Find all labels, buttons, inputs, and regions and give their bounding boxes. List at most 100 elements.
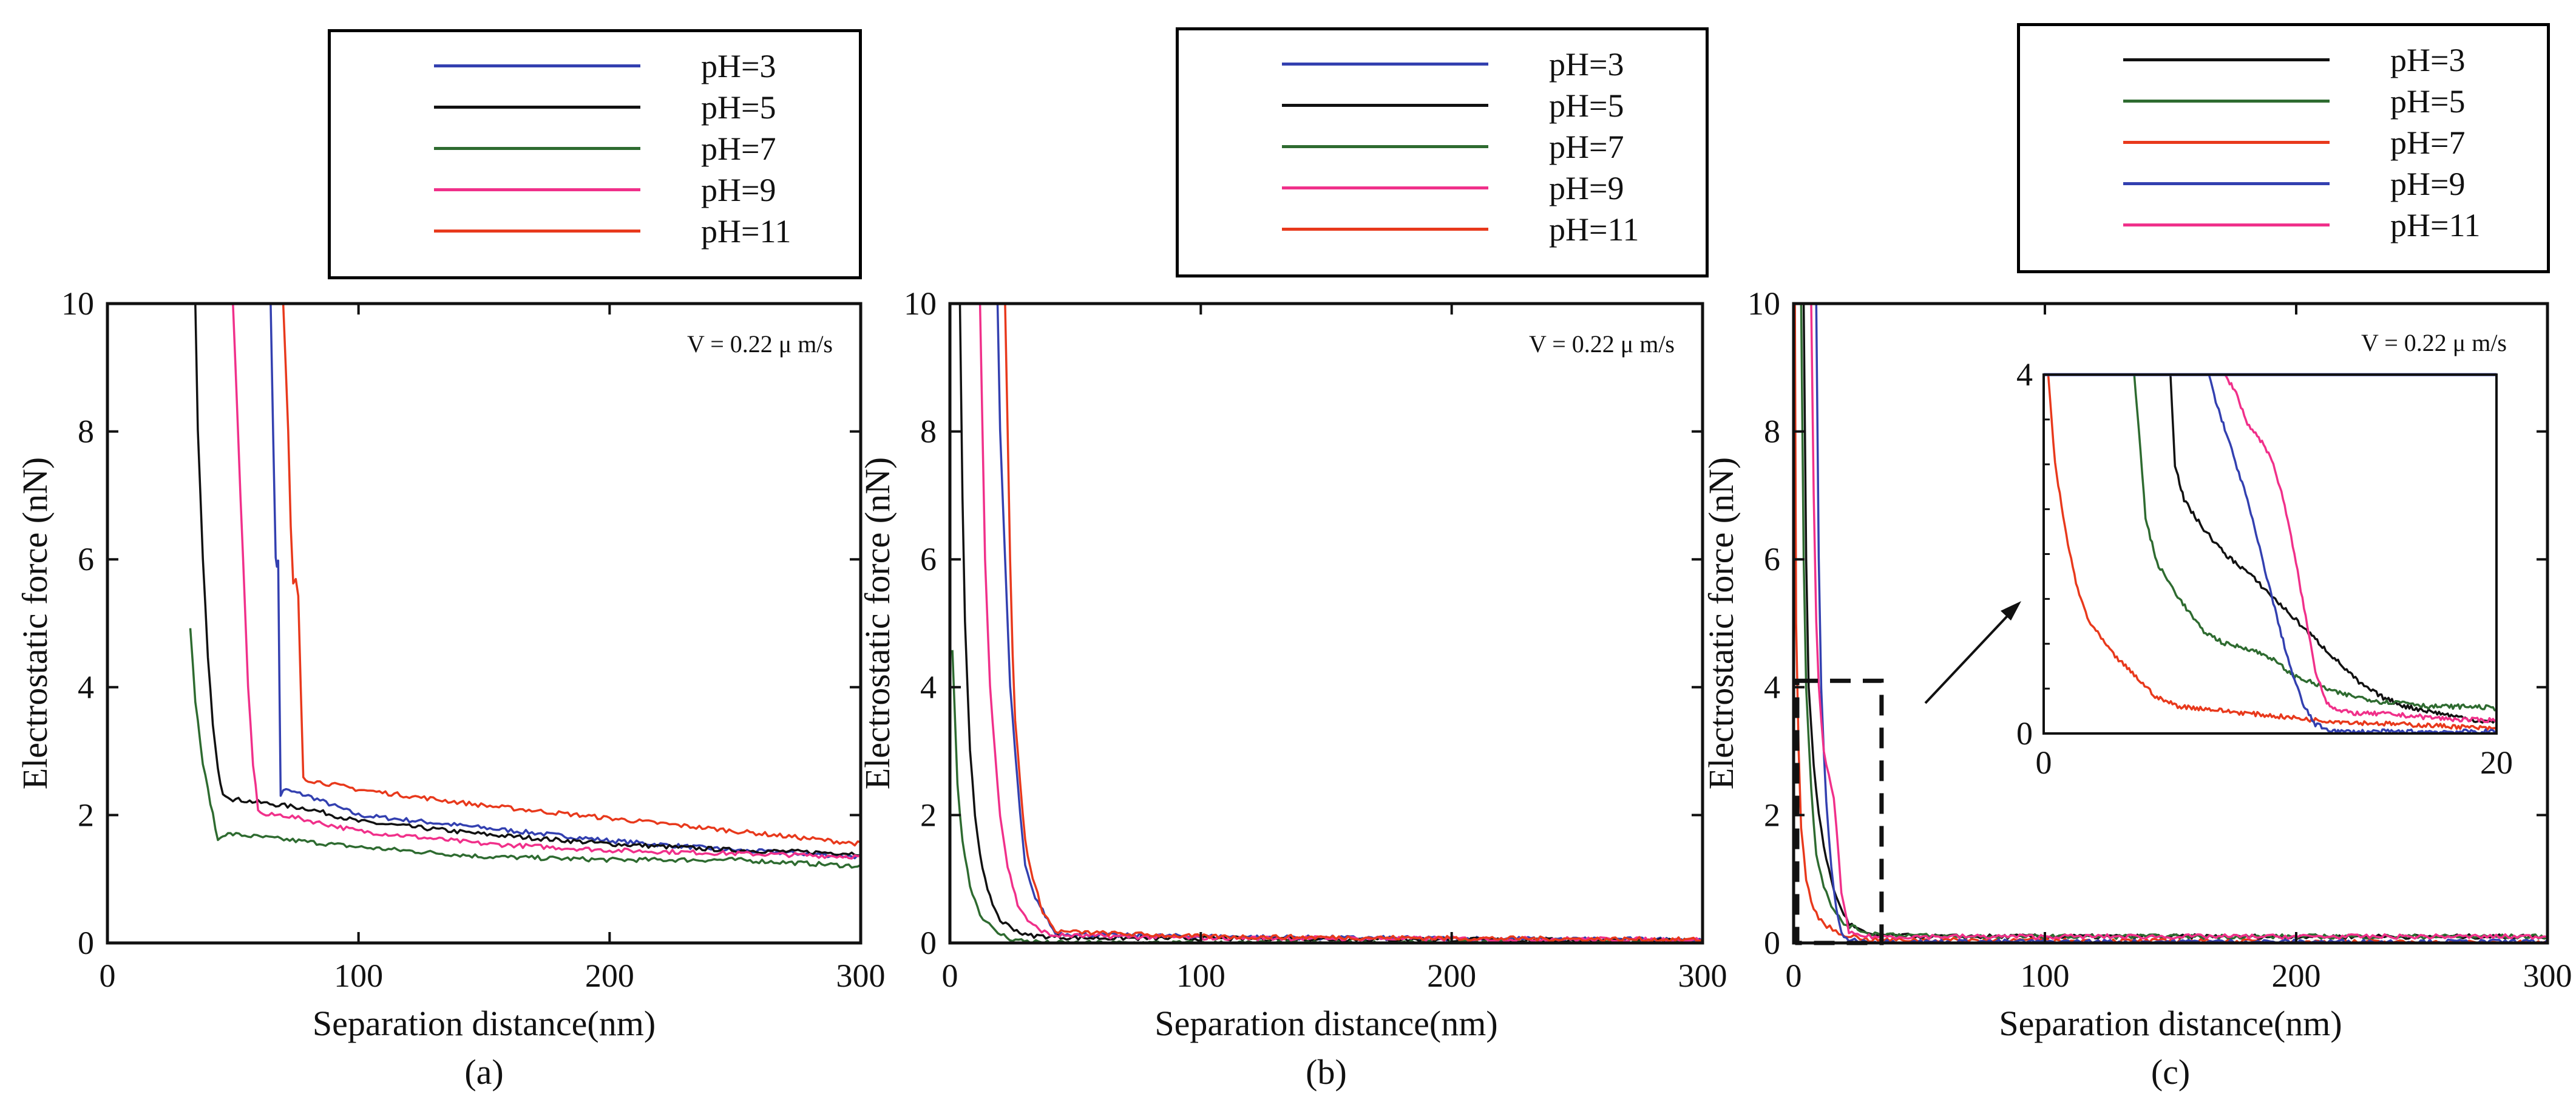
- y-tick-label: 2: [1764, 797, 1780, 833]
- inset-y-tick-label: 4: [2016, 356, 2033, 393]
- legend-entry: pH=9: [331, 172, 859, 208]
- legend-swatch: [434, 147, 640, 150]
- legend-swatch: [434, 188, 640, 191]
- y-tick-label: 10: [1747, 285, 1780, 322]
- legend-entry: pH=7: [331, 131, 859, 167]
- panel-label: (b): [1306, 1052, 1347, 1092]
- x-tick-label: 300: [836, 958, 886, 994]
- legend-swatch: [434, 106, 640, 109]
- legend-swatch: [2123, 223, 2330, 226]
- y-tick-label: 6: [920, 541, 937, 577]
- x-tick-label: 200: [2272, 958, 2321, 994]
- legend-label: pH=9: [1549, 170, 1624, 206]
- inset-arrow-head: [2001, 601, 2021, 621]
- series-group: [951, 304, 1703, 943]
- x-tick-label: 300: [2523, 958, 2572, 994]
- y-tick-label: 0: [920, 925, 937, 961]
- inset-chart: 0 4 0 20: [2016, 356, 2513, 781]
- series-line-ph-5: [958, 304, 1703, 943]
- legend-swatch: [1282, 63, 1488, 66]
- y-axis-label: Electrostatic force (nN): [15, 457, 55, 790]
- y-tick-label: 0: [1764, 925, 1780, 961]
- legend-entry: pH=11: [331, 213, 859, 250]
- inset-arrow: [1924, 608, 2015, 704]
- inset-series-line-ph-5: [2133, 375, 2496, 712]
- x-tick-label: 0: [1786, 958, 1802, 994]
- legend-swatch: [1282, 145, 1488, 148]
- legend-label: pH=7: [701, 131, 776, 167]
- inset-series-line-ph-11: [2224, 375, 2496, 724]
- legend-label: pH=11: [701, 213, 791, 250]
- y-axis-label: Electrostatic force (nN): [858, 457, 897, 790]
- y-tick-label: 6: [1764, 541, 1780, 577]
- legend-label: pH=9: [701, 172, 776, 208]
- x-axis-label: Separation distance(nm): [313, 1004, 656, 1043]
- legend-label: pH=5: [701, 89, 776, 126]
- plot-frame: [1792, 302, 2549, 945]
- legend-entry: pH=5: [2020, 83, 2547, 120]
- x-tick-label: 300: [1678, 958, 1727, 994]
- legend-label: pH=3: [2390, 42, 2466, 78]
- legend-label: pH=11: [1549, 211, 1639, 248]
- series-line-ph-11: [1004, 304, 1703, 943]
- legend-swatch: [2123, 141, 2330, 144]
- x-axis-label: Separation distance(nm): [1154, 1004, 1497, 1043]
- legend: pH=3 pH=5 pH=7 pH=9 pH=11: [2017, 23, 2550, 273]
- y-tick-label: 2: [78, 797, 94, 833]
- y-tick-label: 2: [920, 797, 937, 833]
- velocity-annotation: V = 0.22 μ m/s: [687, 330, 833, 358]
- legend-swatch: [2123, 58, 2330, 61]
- y-axis-label: Electrostatic force (nN): [1701, 457, 1741, 790]
- panel-label: (a): [464, 1052, 503, 1092]
- series-line-ph-3: [996, 304, 1703, 943]
- legend-entry: pH=5: [331, 89, 859, 126]
- legend-entry: pH=11: [2020, 207, 2547, 243]
- x-tick-label: 0: [942, 958, 958, 994]
- legend-label: pH=3: [701, 48, 776, 84]
- legend-entry: pH=9: [1179, 170, 1706, 206]
- inset-x-tick-label: 20: [2480, 744, 2513, 781]
- series-line-ph-7: [189, 628, 861, 869]
- y-tick-label: 6: [78, 541, 94, 577]
- legend-entry: pH=5: [1179, 87, 1706, 124]
- legend-label: pH=9: [2390, 166, 2466, 202]
- legend-swatch: [1282, 186, 1488, 189]
- legend-swatch: [1282, 104, 1488, 107]
- y-tick-label: 4: [920, 669, 937, 706]
- y-tick-label: 0: [78, 925, 94, 961]
- inset-series-line-ph-9: [2208, 375, 2496, 733]
- legend: pH=3 pH=5 pH=7 pH=9 pH=11: [328, 29, 862, 279]
- x-tick-label: 200: [585, 958, 634, 994]
- panel-label: (c): [2151, 1052, 2190, 1092]
- legend-label: pH=3: [1549, 46, 1624, 83]
- legend-label: pH=5: [2390, 83, 2466, 120]
- series-line-ph-9: [232, 304, 861, 860]
- legend-entry: pH=7: [2020, 124, 2547, 161]
- legend-entry: pH=7: [1179, 129, 1706, 165]
- legend-swatch: [434, 230, 640, 233]
- legend-label: pH=7: [2390, 124, 2466, 161]
- series-line-ph-7: [951, 650, 1703, 943]
- x-tick-label: 0: [100, 958, 116, 994]
- legend-swatch: [1282, 228, 1488, 231]
- plot-frame: [948, 302, 1704, 945]
- y-tick-label: 8: [78, 413, 94, 450]
- legend-entry: pH=9: [2020, 166, 2547, 202]
- y-tick-label: 8: [1764, 413, 1780, 450]
- x-axis-label: Separation distance(nm): [1999, 1004, 2342, 1043]
- x-tick-label: 100: [334, 958, 383, 994]
- legend-label: pH=11: [2390, 207, 2481, 243]
- inset-background: [2044, 375, 2496, 733]
- legend-entry: pH=3: [331, 48, 859, 84]
- x-tick-label: 200: [1427, 958, 1476, 994]
- series-group: [189, 304, 861, 869]
- y-tick-label: 4: [78, 669, 94, 706]
- velocity-annotation: V = 0.22 μ m/s: [2361, 329, 2507, 356]
- series-line-ph-9: [978, 304, 1703, 943]
- x-tick-label: 100: [1176, 958, 1225, 994]
- velocity-annotation: V = 0.22 μ m/s: [1529, 330, 1675, 358]
- inset-y-tick-label: 0: [2016, 715, 2033, 752]
